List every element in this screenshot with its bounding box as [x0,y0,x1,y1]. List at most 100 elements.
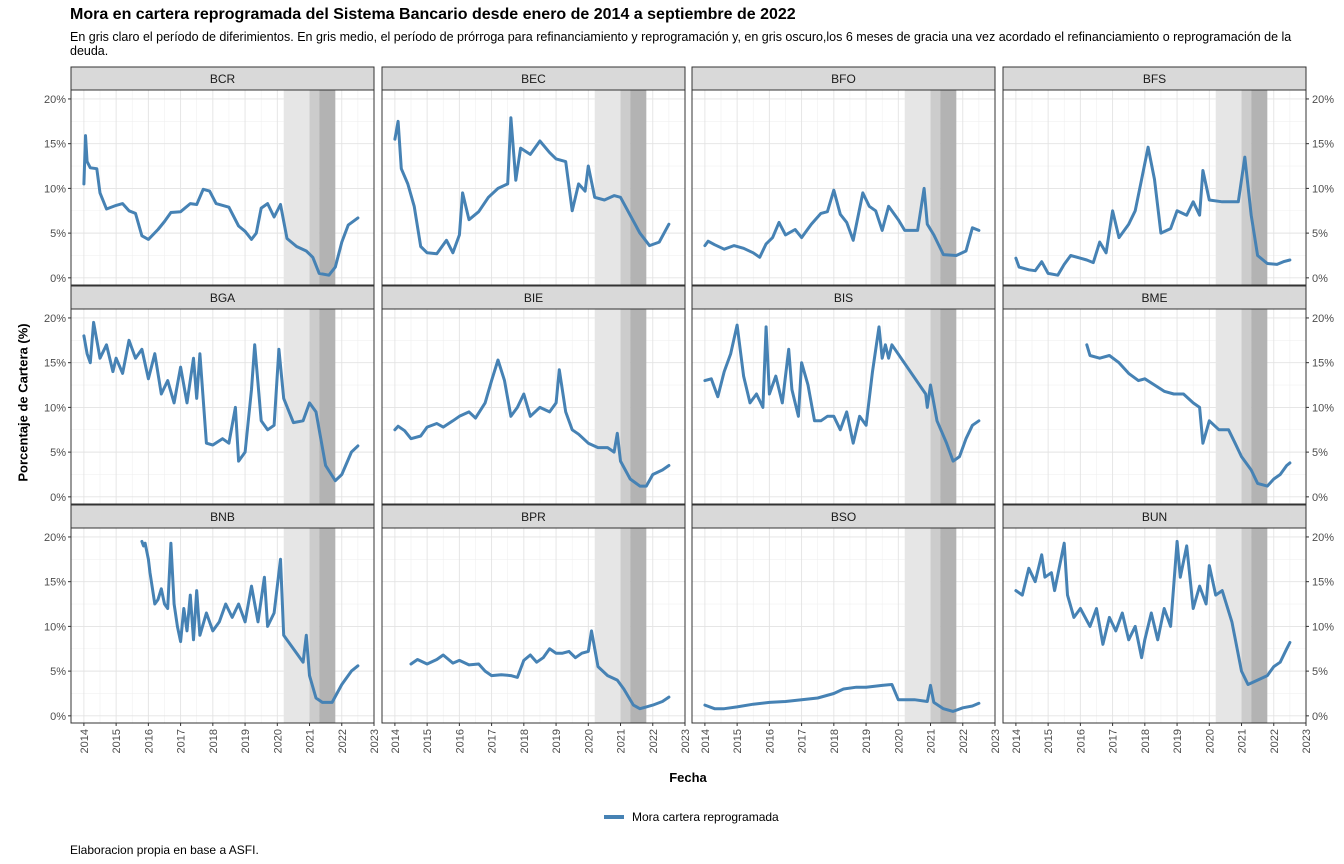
y-tick-label: 15% [44,139,66,151]
x-tick-label: 2015 [732,729,744,753]
panel-bnb: BNB 0% 5% 10% 15% 20% 2014 2015 2016 2017 2018 2019… [44,504,381,753]
shaded-period [620,309,631,504]
y-tick-label: 5% [50,666,66,678]
y-tick-label: 10% [44,402,66,414]
panel-border [691,308,996,505]
series-line-bga [82,320,360,483]
x-tick-label: 2020 [272,729,284,753]
y-tick-label: 20% [1312,94,1334,106]
y-tick-label: 5% [50,447,66,459]
x-tick-label: 2014 [390,729,402,753]
legend: Mora cartera reprogramada [604,810,779,824]
series-line-bcr [82,134,360,277]
x-tick-label: 2021 [305,729,317,753]
panel-border [70,308,375,505]
shaded-period [309,309,320,504]
chart-title: Mora en cartera reprogramada del Sistema… [70,6,796,23]
x-tick-label: 2022 [648,729,660,753]
panel-border [691,527,996,724]
series-line-bfs [1014,145,1292,277]
shaded-period [1215,528,1242,723]
panel-border [1002,308,1307,505]
x-tick-label: 2019 [240,729,252,753]
shaded-period [309,528,320,723]
series-line-bso [703,683,981,713]
x-axis-title: Fecha [669,770,707,785]
series-line-bme [1085,343,1292,488]
x-tick-label: 2023 [369,729,381,753]
y-axis-title: Porcentaje de Cartera (%) [15,323,31,482]
shaded-period [1251,309,1268,504]
y-tick-label: 20% [1312,313,1334,325]
panel-bcr: BCR 0% 5% 10% 15% 20% [44,66,375,286]
y-tick-label: 10% [44,621,66,633]
x-tick-label: 2019 [861,729,873,753]
shaded-period [319,90,336,285]
panel-border [381,308,686,505]
panel-border [70,89,375,286]
x-tick-label: 2016 [1075,729,1087,753]
shaded-period [1241,528,1252,723]
x-tick-label: 2016 [764,729,776,753]
facet-label: BPR [521,510,546,524]
y-tick-label: 0% [1312,273,1328,285]
series-line-bfo [703,186,981,259]
x-tick-label: 2018 [208,729,220,753]
x-tick-label: 2023 [1301,729,1313,753]
panel-bpr: BPR 2014 2015 2016 2017 2018 2019 2020 2021 2022 2… [381,504,692,753]
shaded-period [594,90,621,285]
y-tick-label: 20% [44,94,66,106]
y-tick-label: 15% [1312,577,1334,589]
shaded-period [1251,528,1268,723]
facet-label: BUN [1142,510,1167,524]
x-tick-label: 2014 [79,729,91,753]
shaded-period [283,528,310,723]
x-tick-label: 2023 [990,729,1002,753]
shaded-period [1215,309,1242,504]
x-tick-label: 2022 [958,729,970,753]
y-tick-label: 15% [44,358,66,370]
facet-label: BIS [834,291,853,305]
panel-border [1002,89,1307,286]
panel-bso: BSO 2014 2015 2016 2017 2018 2019 2020 2021 2022 2… [691,504,1002,753]
x-tick-label: 2019 [1172,729,1184,753]
shaded-period [630,90,647,285]
legend-swatch [604,815,624,819]
x-tick-label: 2020 [583,729,595,753]
shaded-period [1241,90,1252,285]
panel-bfs: BFS 0% 5% 10% 15% 20% [1002,66,1334,286]
shaded-period [309,90,320,285]
x-tick-label: 2018 [519,729,531,753]
shaded-period [940,90,957,285]
panel-bie: BIE [381,285,686,505]
series-line-bpr [409,629,671,711]
y-tick-label: 5% [1312,447,1328,459]
y-tick-label: 10% [1312,183,1334,195]
series-line-bie [393,358,671,488]
x-tick-label: 2014 [1011,729,1023,753]
panel-border [381,89,686,286]
y-tick-label: 10% [1312,621,1334,633]
y-tick-label: 5% [50,228,66,240]
y-tick-label: 15% [1312,358,1334,370]
shaded-period [930,90,941,285]
x-tick-label: 2015 [422,729,434,753]
caption: Elaboracion propia en base a ASFI. [70,843,259,857]
shaded-period [1215,90,1242,285]
x-tick-label: 2017 [797,729,809,753]
panel-bme: BME 0% 5% 10% 15% 20% [1002,285,1334,505]
shaded-period [283,90,310,285]
facet-label: BFO [831,72,856,86]
x-tick-label: 2017 [176,729,188,753]
panel-bis: BIS [691,285,996,505]
x-tick-label: 2022 [337,729,349,753]
shaded-period [594,309,621,504]
y-tick-label: 20% [44,532,66,544]
facet-label: BGA [210,291,235,305]
shaded-period [904,528,931,723]
x-tick-label: 2021 [1237,729,1249,753]
x-tick-label: 2016 [143,729,155,753]
y-tick-label: 10% [1312,402,1334,414]
facet-label: BEC [521,72,546,86]
